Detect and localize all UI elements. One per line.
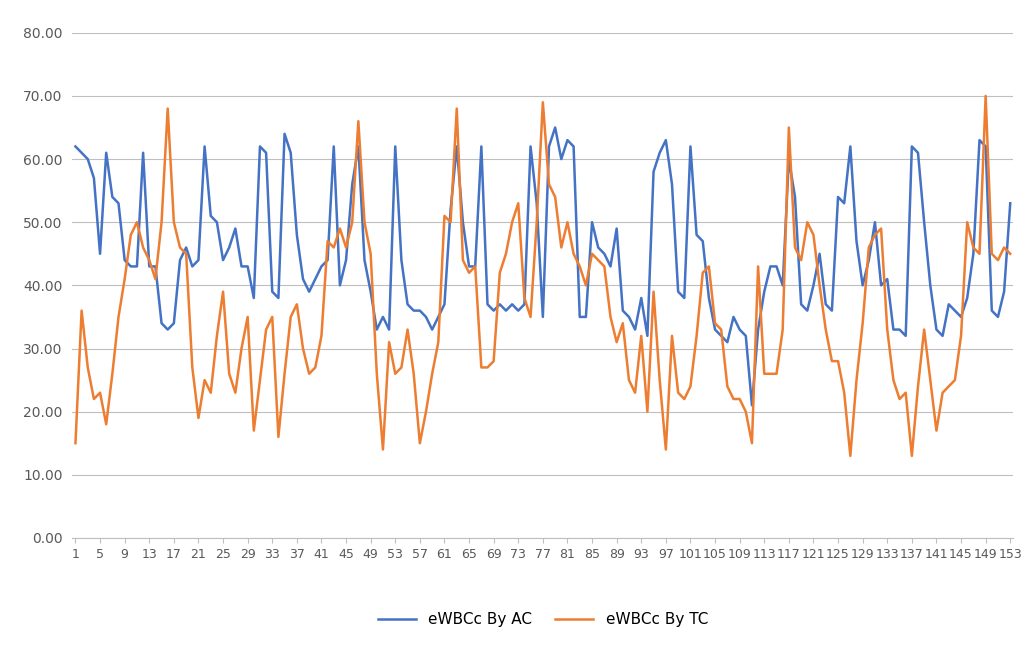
Line: eWBCc By AC: eWBCc By AC <box>75 127 1010 405</box>
Line: eWBCc By TC: eWBCc By TC <box>75 96 1010 456</box>
eWBCc By TC <box>844 452 856 460</box>
eWBCc By AC <box>481 300 493 308</box>
eWBCc By TC <box>130 218 143 226</box>
eWBCc By AC <box>69 142 82 150</box>
eWBCc By AC <box>130 262 143 270</box>
eWBCc By TC <box>69 440 82 447</box>
eWBCc By AC <box>192 256 205 264</box>
eWBCc By AC <box>1004 199 1016 207</box>
eWBCc By TC <box>727 395 739 403</box>
eWBCc By TC <box>967 243 979 251</box>
eWBCc By TC <box>979 92 992 100</box>
eWBCc By AC <box>973 136 985 144</box>
eWBCc By TC <box>850 376 862 384</box>
eWBCc By AC <box>549 123 561 131</box>
eWBCc By TC <box>481 363 493 371</box>
eWBCc By AC <box>856 281 869 289</box>
eWBCc By TC <box>1004 250 1016 258</box>
eWBCc By AC <box>746 401 758 409</box>
eWBCc By AC <box>733 325 746 333</box>
eWBCc By TC <box>192 414 205 422</box>
Legend: eWBCc By AC, eWBCc By TC: eWBCc By AC, eWBCc By TC <box>371 606 714 634</box>
